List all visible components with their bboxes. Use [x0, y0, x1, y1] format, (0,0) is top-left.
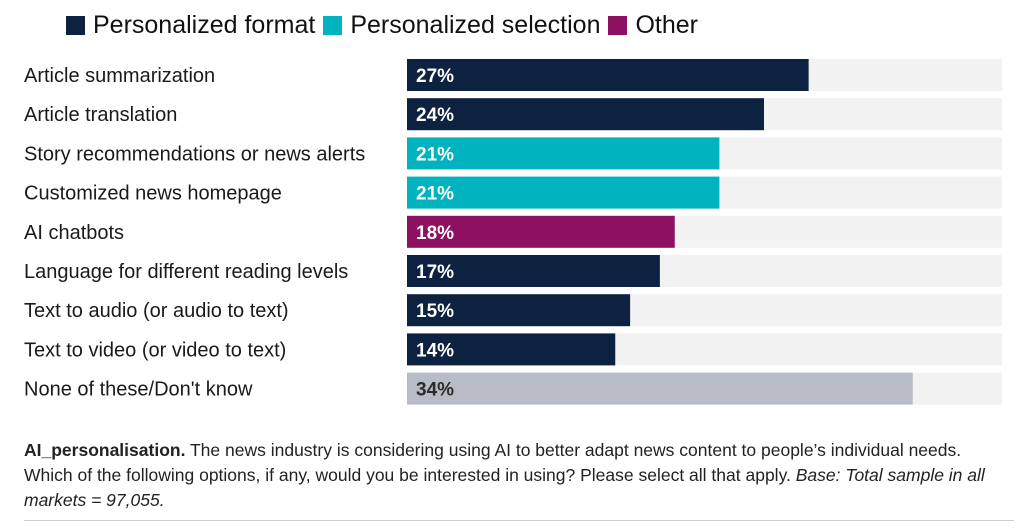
footnote: AI_personalisation. The news industry is…: [24, 438, 999, 513]
legend-item-2: Personalized selection: [323, 11, 600, 40]
category-label: Customized news homepage: [24, 183, 282, 205]
legend-label: Personalized selection: [350, 10, 601, 39]
legend-item-3: Other: [608, 11, 698, 40]
category-label: Article translation: [24, 104, 177, 126]
bar-7: [407, 294, 631, 327]
value-label: 34%: [416, 380, 454, 401]
value-label: 21%: [416, 184, 454, 205]
bar-9: [407, 372, 913, 405]
category-label: Story recommendations or news alerts: [24, 143, 365, 165]
footnote-question-text: The news industry is considering using A…: [24, 440, 962, 485]
category-label: AI chatbots: [24, 222, 124, 244]
legend-swatch: [323, 15, 343, 35]
legend-label: Other: [635, 10, 699, 39]
bar-2: [407, 98, 764, 131]
legend-label: Personalized format: [93, 10, 316, 39]
legend-item-1: Personalized format: [66, 11, 315, 40]
value-label: 14%: [416, 340, 454, 361]
bar-6: [407, 255, 660, 287]
legend-swatch: [66, 15, 85, 35]
bottom-divider: [24, 520, 1014, 521]
bar-8: [407, 333, 616, 366]
legend-swatch: [608, 15, 628, 35]
category-label: Text to video (or video to text): [24, 339, 286, 361]
category-label: Language for different reading levels: [24, 261, 348, 283]
bar-chart: Article summarization 27% Article translat…: [24, 59, 1002, 405]
bar-5: [407, 215, 675, 248]
bar-3: [407, 137, 720, 170]
value-label: 15%: [416, 301, 454, 322]
category-label: Article summarization: [24, 65, 215, 87]
footnote-base: Base: Total sample in all markets = 97,0…: [24, 465, 985, 510]
value-label: 18%: [416, 223, 454, 244]
value-label: 21%: [416, 144, 454, 165]
value-label: 17%: [416, 262, 454, 283]
chart-legend: Personalized format Personalized selectio…: [66, 9, 706, 41]
category-label: None of these/Don't know: [24, 379, 253, 401]
value-label: 27%: [416, 66, 454, 87]
bar-1: [407, 59, 809, 91]
footnote-question-id: AI_personalisation.: [24, 440, 186, 460]
bar-4: [407, 176, 720, 209]
category-label: Text to audio (or audio to text): [24, 300, 289, 322]
value-label: 24%: [416, 105, 454, 126]
